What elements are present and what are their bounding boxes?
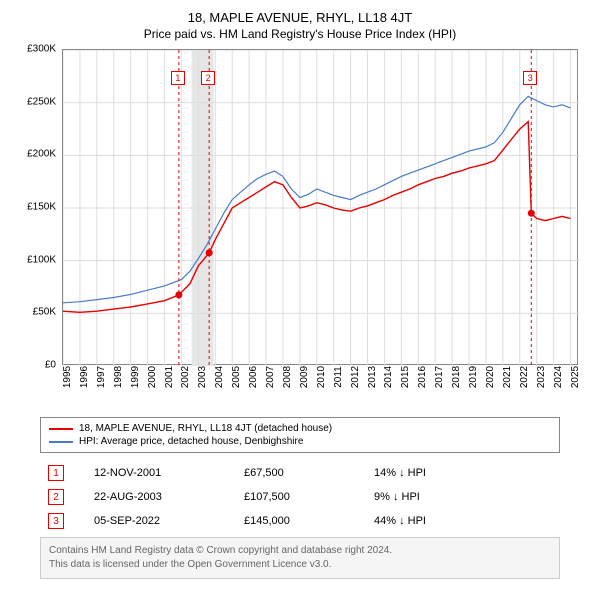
x-axis-tick-label: 2000 [147, 366, 158, 388]
x-axis-tick-label: 2015 [400, 366, 411, 388]
x-axis-tick-label: 2001 [164, 366, 175, 388]
x-axis-tick-label: 2024 [553, 366, 564, 388]
x-axis-tick-label: 2003 [197, 366, 208, 388]
x-axis-tick-label: 2019 [468, 366, 479, 388]
footer-line: This data is licensed under the Open Gov… [49, 558, 551, 572]
sale-price: £107,500 [244, 491, 344, 503]
x-axis-tick-label: 2020 [485, 366, 496, 388]
chart-area: £0£50K£100K£150K£200K£250K£300K199519961… [20, 49, 580, 409]
x-axis-tick-label: 2018 [451, 366, 462, 388]
sale-price: £67,500 [244, 467, 344, 479]
legend-swatch-property [49, 428, 73, 430]
y-axis-tick-label: £0 [16, 360, 56, 371]
x-axis-tick-label: 2014 [383, 366, 394, 388]
sale-marker-badge: 3 [523, 71, 537, 85]
sales-table: 1 12-NOV-2001 £67,500 14% ↓ HPI 2 22-AUG… [40, 461, 560, 533]
x-axis-tick-label: 2002 [180, 366, 191, 388]
x-axis-tick-label: 2011 [333, 366, 344, 388]
y-axis-tick-label: £250K [16, 96, 56, 107]
x-axis-tick-label: 2022 [519, 366, 530, 388]
x-axis-tick-label: 2013 [367, 366, 378, 388]
legend-swatch-hpi [49, 441, 73, 443]
x-axis-tick-label: 2016 [417, 366, 428, 388]
x-axis-tick-label: 1999 [130, 366, 141, 388]
x-axis-tick-label: 1998 [113, 366, 124, 388]
sale-date: 12-NOV-2001 [94, 467, 214, 479]
chart-container: 18, MAPLE AVENUE, RHYL, LL18 4JT Price p… [0, 0, 600, 587]
sale-badge-3: 3 [48, 513, 64, 529]
plot-svg [63, 50, 579, 366]
sale-date: 22-AUG-2003 [94, 491, 214, 503]
x-axis-tick-label: 2012 [350, 366, 361, 388]
x-axis-tick-label: 2021 [502, 366, 513, 388]
x-axis-tick-label: 1996 [79, 366, 90, 388]
x-axis-tick-label: 2009 [299, 366, 310, 388]
plot-region [62, 49, 578, 365]
sales-row: 2 22-AUG-2003 £107,500 9% ↓ HPI [40, 485, 560, 509]
x-axis-tick-label: 2008 [282, 366, 293, 388]
footer-line: Contains HM Land Registry data © Crown c… [49, 544, 551, 558]
sale-date: 05-SEP-2022 [94, 515, 214, 527]
attribution-box: Contains HM Land Registry data © Crown c… [40, 537, 560, 579]
sales-row: 1 12-NOV-2001 £67,500 14% ↓ HPI [40, 461, 560, 485]
y-axis-tick-label: £150K [16, 202, 56, 213]
x-axis-tick-label: 2025 [570, 366, 581, 388]
legend-item: 18, MAPLE AVENUE, RHYL, LL18 4JT (detach… [49, 422, 551, 435]
legend-item: HPI: Average price, detached house, Denb… [49, 435, 551, 448]
sale-hpi-diff: 14% ↓ HPI [374, 467, 494, 479]
sale-hpi-diff: 9% ↓ HPI [374, 491, 494, 503]
legend-label: HPI: Average price, detached house, Denb… [79, 436, 303, 447]
legend-label: 18, MAPLE AVENUE, RHYL, LL18 4JT (detach… [79, 423, 332, 434]
sales-row: 3 05-SEP-2022 £145,000 44% ↓ HPI [40, 509, 560, 533]
legend-box: 18, MAPLE AVENUE, RHYL, LL18 4JT (detach… [40, 417, 560, 453]
x-axis-tick-label: 2007 [265, 366, 276, 388]
x-axis-tick-label: 2023 [536, 366, 547, 388]
sale-hpi-diff: 44% ↓ HPI [374, 515, 494, 527]
x-axis-tick-label: 1995 [62, 366, 73, 388]
sale-price: £145,000 [244, 515, 344, 527]
y-axis-tick-label: £50K [16, 307, 56, 318]
y-axis-tick-label: £200K [16, 149, 56, 160]
sale-badge-2: 2 [48, 489, 64, 505]
x-axis-tick-label: 2005 [231, 366, 242, 388]
x-axis-tick-label: 2006 [248, 366, 259, 388]
x-axis-tick-label: 2017 [434, 366, 445, 388]
sale-marker-badge: 1 [171, 71, 185, 85]
y-axis-tick-label: £300K [16, 44, 56, 55]
sale-marker-badge: 2 [201, 71, 215, 85]
y-axis-tick-label: £100K [16, 254, 56, 265]
chart-subtitle: Price paid vs. HM Land Registry's House … [8, 27, 592, 41]
x-axis-tick-label: 2010 [316, 366, 327, 388]
x-axis-tick-label: 1997 [96, 366, 107, 388]
chart-title: 18, MAPLE AVENUE, RHYL, LL18 4JT [8, 10, 592, 25]
sale-badge-1: 1 [48, 465, 64, 481]
x-axis-tick-label: 2004 [214, 366, 225, 388]
